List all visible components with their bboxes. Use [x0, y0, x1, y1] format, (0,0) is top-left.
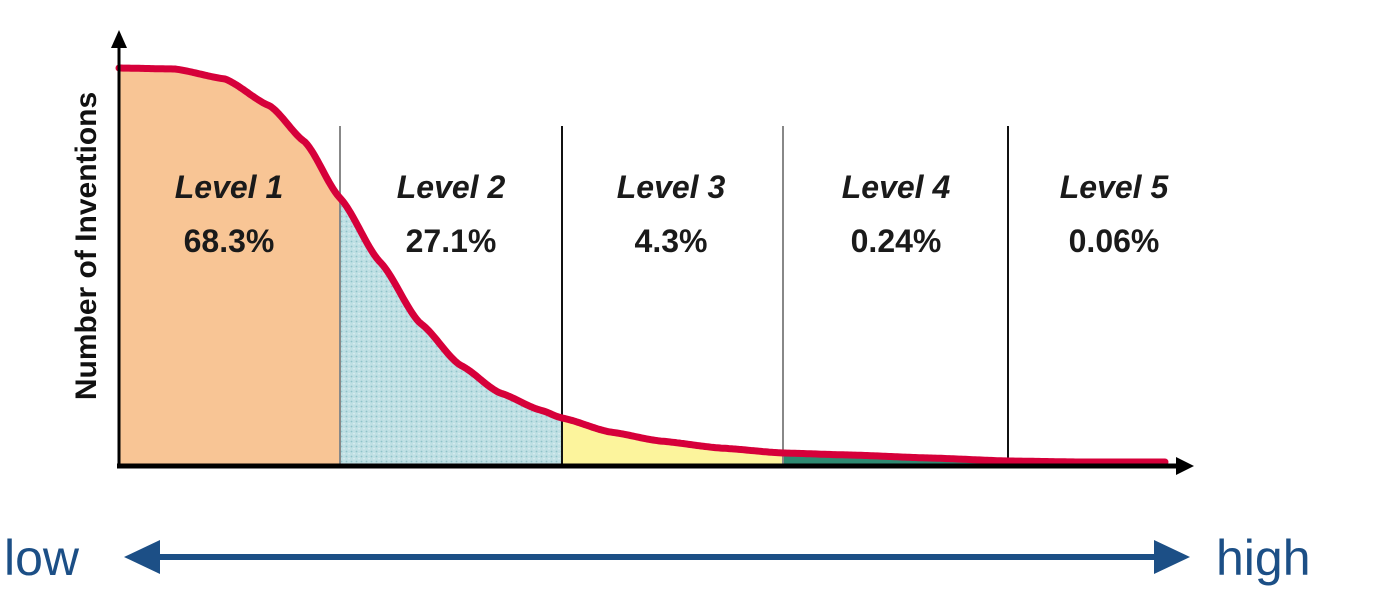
- scale-right-arrowhead-icon: [1154, 540, 1190, 574]
- scale-high-label: high: [1216, 530, 1311, 586]
- y-axis-label: Number of Inventions: [70, 92, 103, 400]
- level-3-area: [562, 418, 783, 465]
- x-axis: [117, 457, 1194, 475]
- level-5-name: Level 5: [1060, 169, 1170, 205]
- level-3-percent: 4.3%: [635, 223, 708, 259]
- level-2-name: Level 2: [397, 169, 506, 205]
- level-3-name: Level 3: [617, 169, 726, 205]
- scale-left-arrowhead-icon: [124, 540, 160, 574]
- level-1-area: [119, 68, 340, 465]
- y-axis: [111, 30, 127, 465]
- level-4-percent: 0.24%: [851, 223, 942, 259]
- low-high-scale: low high: [4, 530, 1311, 586]
- level-2-percent: 27.1%: [406, 223, 497, 259]
- distribution-curve: [115, 64, 1169, 466]
- level-5-percent: 0.06%: [1069, 223, 1160, 259]
- level-dividers: [339, 126, 1009, 465]
- level-4-name: Level 4: [842, 169, 951, 205]
- scale-low-label: low: [4, 530, 80, 586]
- level-1-name: Level 1: [175, 169, 284, 205]
- level-1-percent: 68.3%: [184, 223, 275, 259]
